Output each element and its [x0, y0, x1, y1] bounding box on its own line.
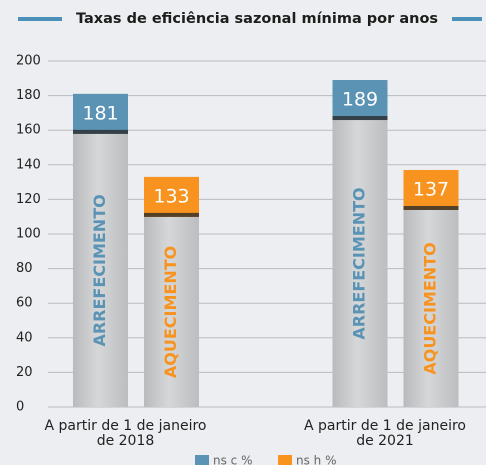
bar-label: ARREFECIMENTO [90, 194, 109, 346]
y-tick-label: 200 [16, 54, 41, 69]
y-tick-label: 140 [16, 157, 41, 172]
value-label: 181 [82, 102, 118, 124]
y-tick-label: 60 [16, 296, 33, 311]
bar-cap [332, 80, 388, 121]
value-label: 133 [153, 185, 189, 207]
bar [332, 80, 388, 407]
bar-cap [144, 176, 199, 217]
bar-label: ARREFECIMENTO [350, 187, 369, 339]
bar-label: AQUECIMENTO [161, 246, 180, 378]
y-tick-label: 80 [16, 261, 33, 276]
value-label: 137 [413, 178, 449, 200]
bar-cap-shade [332, 116, 388, 121]
y-tick-label: 180 [16, 88, 41, 103]
legend-label: ns c % [213, 454, 253, 465]
bar-label: AQUECIMENTO [421, 242, 440, 374]
legend-swatch [278, 455, 292, 465]
y-tick-label: 120 [16, 192, 41, 207]
y-tick-label: 20 [16, 365, 33, 380]
y-tick-label: 0 [16, 400, 24, 415]
legend-swatch [195, 455, 209, 465]
y-tick-label: 100 [16, 227, 41, 242]
x-tick-label: A partir de 1 de janeiro de 2018 [44, 418, 207, 449]
bar-cap [403, 169, 459, 210]
value-label: 189 [342, 89, 378, 111]
legend-label: ns h % [296, 454, 337, 465]
chart-title: Taxas de eficiência sazonal mínima por a… [76, 11, 438, 27]
y-tick-label: 40 [16, 330, 33, 345]
bar-cap-shade [73, 129, 128, 134]
bar-cap-shade [144, 212, 199, 217]
bar-cap [73, 93, 128, 134]
y-tick-label: 160 [16, 123, 41, 138]
bar-cap-shade [403, 205, 459, 210]
x-tick-label: A partir de 1 de janeiro de 2021 [304, 418, 466, 449]
bar [73, 93, 128, 408]
